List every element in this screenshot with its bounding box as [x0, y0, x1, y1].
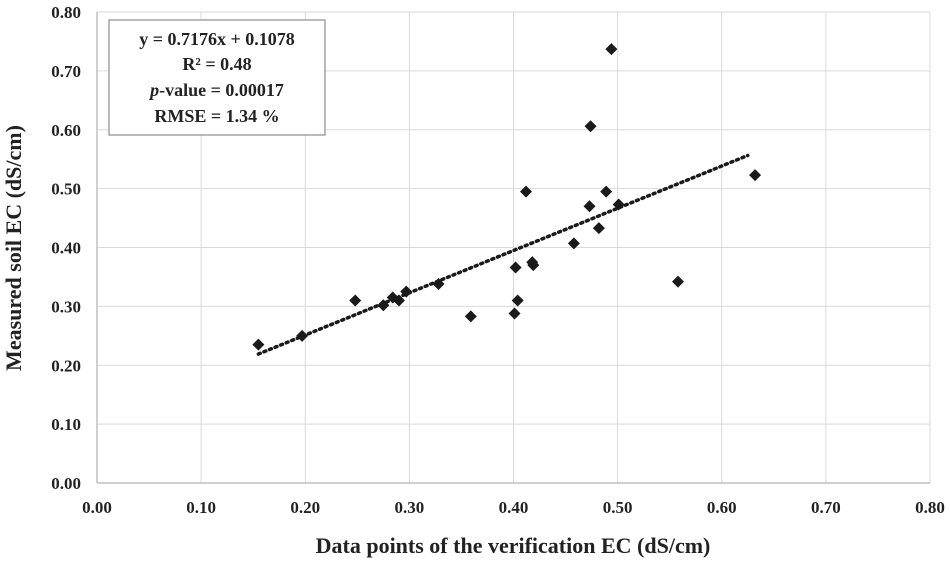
equation-label: y = 0.7176x + 0.1078	[139, 29, 295, 49]
data-point	[600, 185, 613, 198]
y-tick-label: 0.20	[51, 356, 81, 375]
y-axis-title: Measured soil EC (dS/cm)	[1, 125, 26, 371]
data-point	[672, 275, 685, 288]
x-tick-label: 0.60	[707, 498, 737, 517]
y-tick-label: 0.80	[51, 3, 81, 22]
data-point	[349, 294, 362, 307]
data-point	[567, 237, 580, 250]
axes	[96, 12, 930, 484]
y-tick-label: 0.00	[51, 474, 81, 493]
y-tick-label: 0.40	[51, 239, 81, 258]
trendline-group	[256, 153, 750, 356]
data-point	[511, 294, 524, 307]
x-tick-label: 0.70	[811, 498, 841, 517]
data-point	[749, 169, 762, 182]
y-tick-label: 0.60	[51, 121, 81, 140]
x-tick-label: 0.80	[915, 498, 945, 517]
x-tick-label: 0.40	[499, 498, 529, 517]
trendline	[256, 153, 750, 356]
data-point	[605, 43, 618, 56]
x-tick-label: 0.20	[290, 498, 320, 517]
p-value-label: p-value = 0.00017	[148, 80, 284, 100]
data-point	[527, 259, 540, 272]
p-value-text: -value = 0.00017	[159, 80, 284, 100]
y-tick-label: 0.50	[51, 180, 81, 199]
data-point	[584, 120, 597, 133]
x-axis-title: Data points of the verification EC (dS/c…	[316, 533, 711, 558]
data-point	[432, 278, 445, 291]
data-points	[252, 43, 762, 351]
data-point	[519, 185, 532, 198]
data-point	[377, 299, 390, 312]
data-point	[464, 310, 477, 323]
rmse-label: RMSE = 1.34 %	[154, 106, 279, 126]
data-point	[392, 294, 405, 307]
r-squared-label: R² = 0.48	[182, 54, 251, 74]
x-tick-label: 0.50	[603, 498, 633, 517]
x-tick-label: 0.00	[82, 498, 112, 517]
data-point	[400, 285, 413, 298]
gridlines	[97, 11, 931, 483]
data-point	[509, 261, 522, 274]
y-tick-labels: 0.00 0.10 0.20 0.30 0.40 0.50 0.60 0.70 0.80	[51, 3, 81, 493]
p-value-italic: p	[148, 80, 159, 100]
data-point	[296, 329, 309, 342]
y-tick-label: 0.70	[51, 62, 81, 81]
data-point	[508, 307, 521, 320]
stats-annotation: y = 0.7176x + 0.1078 R² = 0.48 p-value =…	[108, 19, 326, 136]
data-point	[583, 200, 596, 213]
data-point	[252, 338, 265, 351]
stats-box	[108, 19, 326, 136]
x-tick-label: 0.10	[186, 498, 216, 517]
data-point	[592, 222, 605, 235]
y-tick-label: 0.10	[51, 415, 81, 434]
x-tick-label: 0.30	[395, 498, 425, 517]
data-point	[612, 198, 625, 211]
y-tick-label: 0.30	[51, 297, 81, 316]
x-tick-labels: 0.00 0.10 0.20 0.30 0.40 0.50 0.60 0.70 0.80	[82, 498, 945, 517]
